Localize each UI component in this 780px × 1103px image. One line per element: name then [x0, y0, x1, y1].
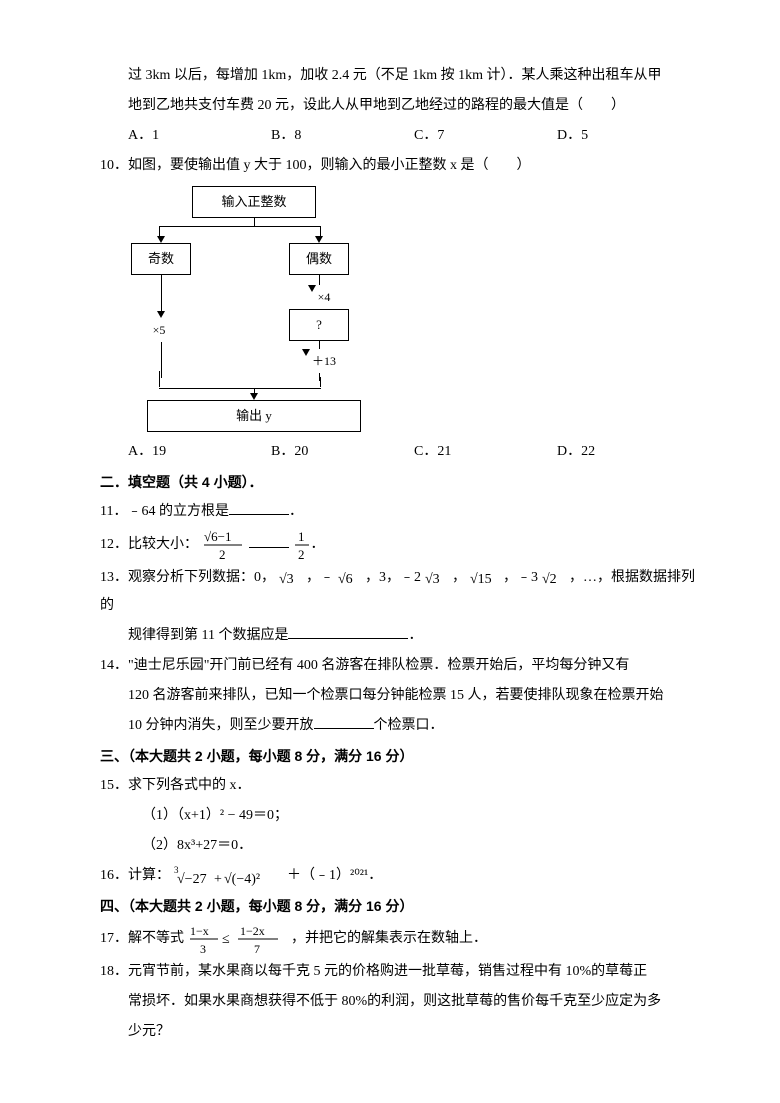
q13-l1d: ，	[452, 570, 466, 585]
svg-text:1−x: 1−x	[190, 924, 209, 938]
q16-expr-icon: 3 √−27 + √(−4)²	[174, 863, 284, 889]
q14-l3b: 个检票口．	[374, 718, 444, 733]
svg-text:√15: √15	[470, 572, 492, 587]
q17-pre: 17．解不等式	[100, 931, 184, 946]
svg-text:2: 2	[219, 547, 226, 562]
q18-line3: 少元？	[100, 1018, 700, 1046]
svg-text:1−2x: 1−2x	[240, 924, 265, 938]
q12-blank	[249, 533, 289, 548]
q13-line2: 规律得到第 11 个数据应是 ．	[100, 622, 700, 650]
q13-l1e: ，﹣3	[503, 570, 538, 585]
q17-post: ，并把它的解集表示在数轴上．	[291, 931, 487, 946]
sqrt2-icon: √2	[542, 569, 566, 587]
q18-line1: 18．元宵节前，某水果商以每千克 5 元的价格购进一批草莓，销售过程中有 10%…	[100, 958, 700, 986]
q11-post: ．	[289, 504, 303, 519]
arrow-icon	[157, 311, 165, 318]
q10-opt-c: C．21	[414, 438, 557, 466]
svg-text:7: 7	[254, 942, 260, 956]
q15-part1: （1）（x+1）² − 49＝0；	[100, 802, 700, 830]
flow-odd-box: 奇数	[131, 243, 191, 275]
q12-pre: 12．比较大小：	[100, 537, 198, 552]
sqrt15-icon: √15	[470, 569, 500, 587]
q15-stem: 15．求下列各式中的 x．	[100, 772, 700, 800]
q17: 17．解不等式 1−x 3 ≤ 1−2x 7 ，并把它的解集表示在数轴上．	[100, 922, 700, 956]
q18-line2: 常损坏．如果水果商想获得不低于 80%的利润，则这批草莓的售价每千克至少应定为多	[100, 988, 700, 1016]
q16-pre: 16．计算：	[100, 868, 170, 883]
q14-blank	[314, 714, 374, 729]
svg-text:1: 1	[298, 529, 305, 544]
arrow-icon	[302, 349, 310, 356]
q13-l2b: ．	[408, 628, 422, 643]
q14-l3a: 10 分钟内消失，则至少要开放	[128, 718, 314, 733]
q10-opt-b: B．20	[271, 438, 414, 466]
section3-title: 三、（本大题共 2 小题，每小题 8 分，满分 16 分）	[100, 742, 700, 770]
svg-text:√2: √2	[542, 572, 557, 587]
q9-line1: 过 3km 以后，每增加 1km，加收 2.4 元（不足 1km 按 1km 计…	[100, 62, 700, 90]
q12: 12．比较大小： √6−1 2 1 2 ．	[100, 528, 700, 562]
flow-input-box: 输入正整数	[192, 186, 316, 218]
q9-options: A．1 B．8 C．7 D．5	[100, 122, 700, 150]
sqrt3-icon: √3	[279, 569, 303, 587]
q9-line2: 地到乙地共支付车费 20 元，设此人从甲地到乙地经过的路程的最大值是（ ）	[100, 92, 700, 120]
section4-title: 四、（本大题共 2 小题，每小题 8 分，满分 16 分）	[100, 892, 700, 920]
flow-output-box: 输出 y	[147, 400, 361, 432]
flow-plus13-label: ＋13	[312, 349, 336, 373]
sqrt3-icon: √3	[425, 569, 449, 587]
q9-opt-c: C．7	[414, 122, 557, 150]
flowchart: 输入正整数 奇数 ×5 偶数	[139, 186, 369, 432]
q11-pre: 11．﹣64 的立方根是	[100, 504, 229, 519]
q17-ineq-icon: 1−x 3 ≤ 1−2x 7	[188, 922, 288, 956]
q13-line1: 13．观察分析下列数据：0， √3 ，﹣ √6 ，3，﹣2 √3 ， √15 ，…	[100, 564, 700, 620]
frac-sqrt6-1-over-2: √6−1 2	[202, 528, 246, 562]
svg-text:√(−4)²: √(−4)²	[224, 872, 260, 887]
q13-blank	[288, 624, 408, 639]
q14-line3: 10 分钟内消失，则至少要开放 个检票口．	[100, 712, 700, 740]
q13-l1c: ，3，﹣2	[365, 570, 421, 585]
q14-line2: 120 名游客前来排队，已知一个检票口每分钟能检票 15 人，若要使排队现象在检…	[100, 682, 700, 710]
svg-text:√6: √6	[338, 572, 353, 587]
flow-times4-label: ×4	[318, 285, 331, 309]
q9-opt-a: A．1	[128, 122, 271, 150]
q9-opt-d: D．5	[557, 122, 700, 150]
q13-l1b: ，﹣	[306, 570, 334, 585]
q10-opt-a: A．19	[128, 438, 271, 466]
svg-text:≤: ≤	[222, 932, 230, 947]
arrow-icon	[157, 236, 165, 243]
q16: 16．计算： 3 √−27 + √(−4)² ＋（﹣1）²⁰²¹．	[100, 862, 700, 890]
q9-opt-b: B．8	[271, 122, 414, 150]
q10-opt-d: D．22	[557, 438, 700, 466]
svg-text:√3: √3	[425, 572, 440, 587]
section2-title: 二．填空题（共 4 小题）．	[100, 468, 700, 496]
sqrt6-icon: √6	[338, 569, 362, 587]
q16-post: ＋（﹣1）²⁰²¹．	[287, 868, 382, 883]
svg-text:√−27: √−27	[177, 872, 207, 887]
q10-options: A．19 B．20 C．21 D．22	[100, 438, 700, 466]
svg-text:√6−1: √6−1	[204, 529, 231, 544]
q10-stem: 10．如图，要使输出值 y 大于 100，则输入的最小正整数 x 是（ ）	[100, 152, 700, 180]
frac-1-over-2: 1 2	[293, 528, 311, 562]
flow-times5-label: ×5	[153, 318, 166, 342]
svg-text:2: 2	[298, 547, 305, 562]
svg-text:3: 3	[200, 942, 206, 956]
q15-part2: （2）8x³+27＝0．	[100, 832, 700, 860]
arrow-icon	[308, 285, 316, 292]
q14-line1: 14．"迪士尼乐园"开门前已经有 400 名游客在排队检票．检票开始后，平均每分…	[100, 652, 700, 680]
flow-q-box: ?	[289, 309, 349, 341]
q13-l1a: 13．观察分析下列数据：0，	[100, 570, 275, 585]
q13-l2a: 规律得到第 11 个数据应是	[128, 628, 288, 643]
q11: 11．﹣64 的立方根是 ．	[100, 498, 700, 526]
q11-blank	[229, 500, 289, 515]
svg-text:+: +	[214, 872, 222, 887]
svg-text:√3: √3	[279, 572, 294, 587]
arrow-icon	[315, 236, 323, 243]
flow-even-box: 偶数	[289, 243, 349, 275]
